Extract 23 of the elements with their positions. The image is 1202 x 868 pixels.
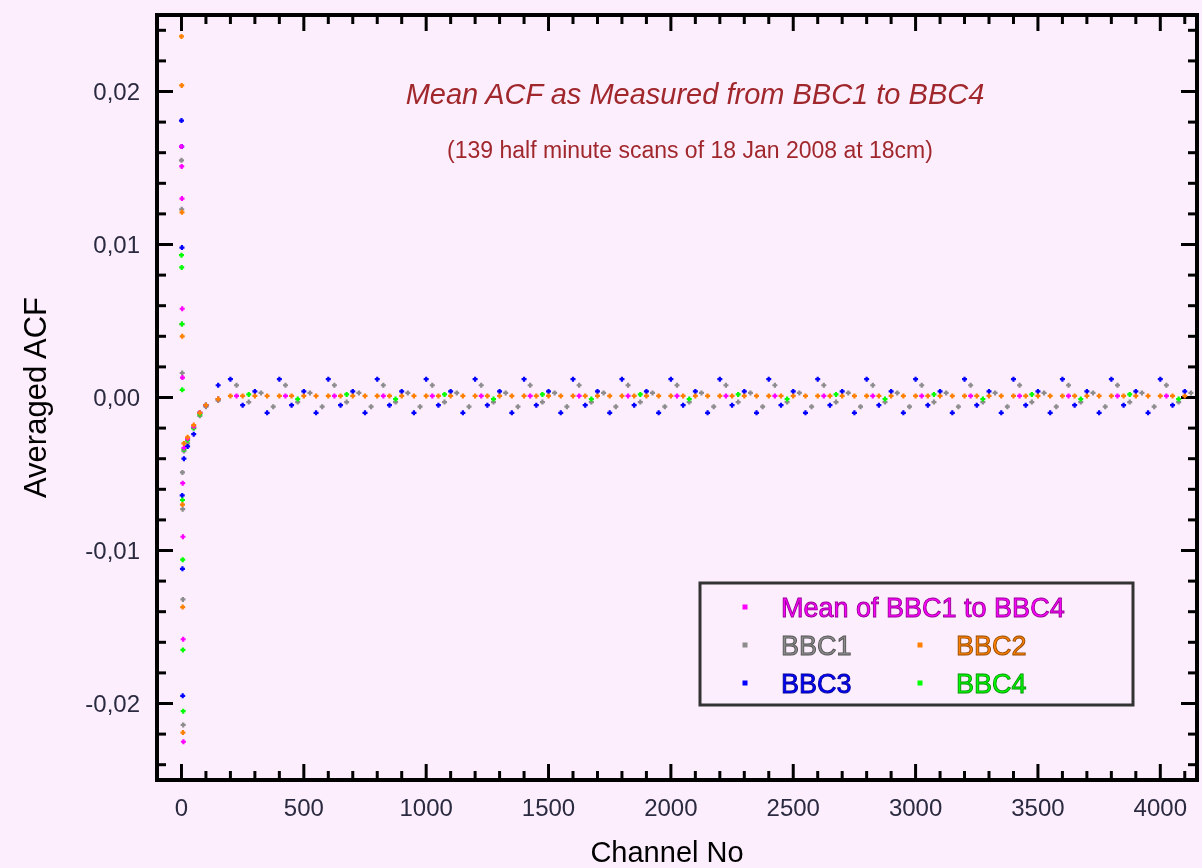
x-tick-label: 2500 — [766, 794, 820, 821]
y-tick-label: -0,01 — [85, 536, 140, 564]
y-axis-title: Averaged ACF — [18, 296, 53, 499]
y-tick-label: 0,01 — [93, 230, 140, 258]
x-tick-label: 3500 — [1011, 794, 1065, 821]
legend-label: Mean of BBC1 to BBC4 — [781, 593, 1065, 623]
x-tick-label: 3000 — [888, 794, 943, 821]
y-tick-label: 0,00 — [93, 383, 140, 411]
legend-label: BBC2 — [956, 631, 1027, 661]
x-tick-label: 1500 — [521, 794, 576, 821]
y-tick-label: -0,02 — [85, 689, 140, 717]
text: Mean ACF as Measured from BBC1 to BBC4 — [405, 78, 985, 110]
legend-label: BBC4 — [956, 669, 1027, 699]
text: (139 half minute scans of 18 Jan 2008 at 18cm) — [447, 137, 933, 163]
x-tick-label: 500 — [283, 794, 324, 821]
x-tick-label: 4000 — [1133, 794, 1187, 821]
x-axis-title: Channel No — [590, 836, 744, 868]
x-tick-label: 2000 — [644, 794, 698, 821]
y-tick-label: 0,02 — [93, 77, 140, 105]
x-tick-label: 0 — [174, 794, 189, 821]
x-tick-label: 1000 — [399, 794, 453, 821]
legend-label: BBC3 — [781, 669, 852, 699]
legend-label: BBC1 — [781, 631, 852, 661]
